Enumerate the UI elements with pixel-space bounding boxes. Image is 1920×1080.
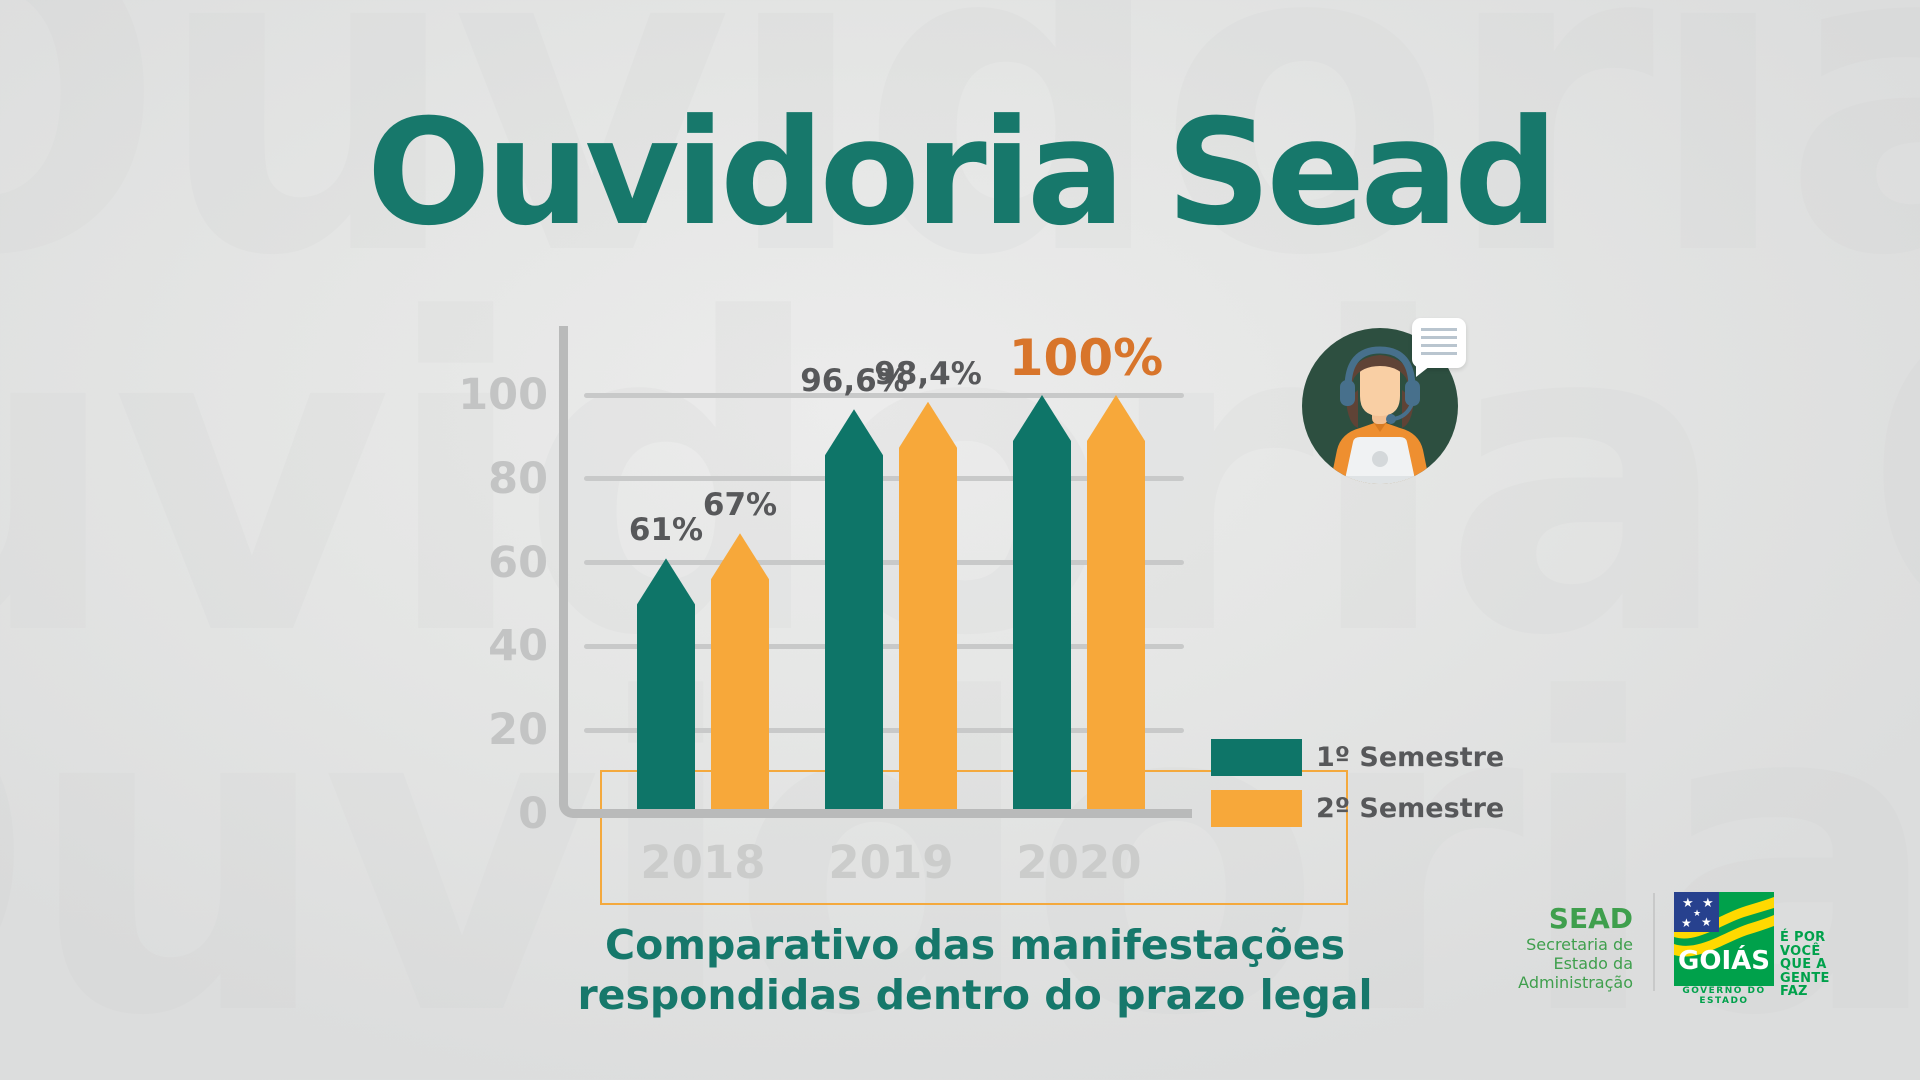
y-tick-label-60: 60 [488, 537, 548, 588]
bubble-line [1421, 352, 1457, 355]
slogan-line: GENTE [1780, 970, 1830, 986]
support-agent-icon [1302, 328, 1458, 484]
bar-2020-s2 [1087, 395, 1145, 818]
sead-logo-line: Secretaria de [1526, 935, 1633, 954]
value-label-2019-s2: 98,4% [874, 355, 982, 392]
y-tick-label-80: 80 [488, 453, 548, 504]
flag-star: ★ [1682, 896, 1694, 911]
x-tick-label-2018: 2018 [640, 836, 766, 889]
flag-star: ★ [1693, 909, 1701, 919]
value-label-2019-s1: 96,6% [800, 363, 908, 400]
gridline-20 [584, 727, 1184, 733]
gridline-100 [584, 392, 1184, 398]
highlight-frame [600, 770, 1348, 905]
legend-swatch-teal [1211, 739, 1302, 776]
bubble-line [1421, 344, 1457, 347]
bubble-tail [1416, 366, 1430, 377]
x-tick-label-2020: 2020 [1016, 836, 1142, 889]
value-label-2018-s2: 67% [702, 487, 778, 524]
legend-label: 2º Semestre [1316, 793, 1505, 824]
x-tick-label-2019: 2019 [828, 836, 954, 889]
goias-slogan: É POR VOCÊ QUE A GENTE FAZ [1780, 931, 1830, 999]
speech-bubble-icon [1412, 318, 1466, 377]
value-label-2018-s1: 61% [628, 512, 704, 549]
sead-logo: SEAD Secretaria de Estado da Administraç… [1433, 902, 1633, 993]
legend-label: 1º Semestre [1316, 742, 1505, 773]
y-tick-label-100: 100 [458, 370, 548, 420]
slogan-line: É POR [1780, 930, 1826, 945]
flag-star: ★ [1702, 896, 1714, 911]
value-label-2020-highlight: 100% [1008, 329, 1164, 387]
agent-illustration [1330, 346, 1430, 484]
gridline-80 [584, 476, 1184, 482]
bar-2018-s1 [637, 558, 695, 818]
chart-axes [559, 326, 1192, 818]
bubble-line [1421, 328, 1457, 331]
flag-star: ★ [1701, 915, 1712, 929]
gridline-60 [584, 560, 1184, 566]
flag-star: ★ [1681, 916, 1692, 930]
bar-2018-s2 [711, 533, 769, 818]
slogan-line: QUE A [1780, 957, 1827, 972]
caption-line-1: Comparativo das manifestações [604, 921, 1346, 969]
svg-text:GOIÁS: GOIÁS [1678, 944, 1770, 976]
page-title: Ouvidoria Sead [366, 88, 1559, 258]
goias-flag-icon: ★ ★ ★ ★ ★ GOIÁS [1674, 892, 1774, 986]
sead-logo-name: SEAD [1548, 902, 1633, 935]
sead-logo-line: Estado da [1553, 954, 1633, 973]
slogan-line: VOCÊ [1780, 943, 1821, 959]
gridline-40 [584, 643, 1184, 649]
governo-do-estado-label: GOVERNO DO ESTADO [1682, 986, 1766, 1006]
bubble-line [1421, 336, 1457, 339]
legend-swatch-orange [1211, 790, 1302, 827]
bar-2019-s2 [899, 401, 957, 818]
y-tick-label-0: 0 [518, 789, 548, 839]
y-tick-label-20: 20 [488, 705, 548, 756]
y-tick-label-40: 40 [488, 621, 548, 672]
footer-divider [1653, 893, 1655, 991]
caption-line-2: respondidas dentro do prazo legal [577, 971, 1373, 1019]
chart-caption: Comparativo das manifestações respondida… [475, 920, 1475, 1020]
slogan-line: FAZ [1780, 984, 1808, 999]
sead-logo-line: Administração [1518, 973, 1633, 992]
bar-2020-s1 [1013, 395, 1071, 818]
bar-2019-s1 [825, 409, 883, 818]
